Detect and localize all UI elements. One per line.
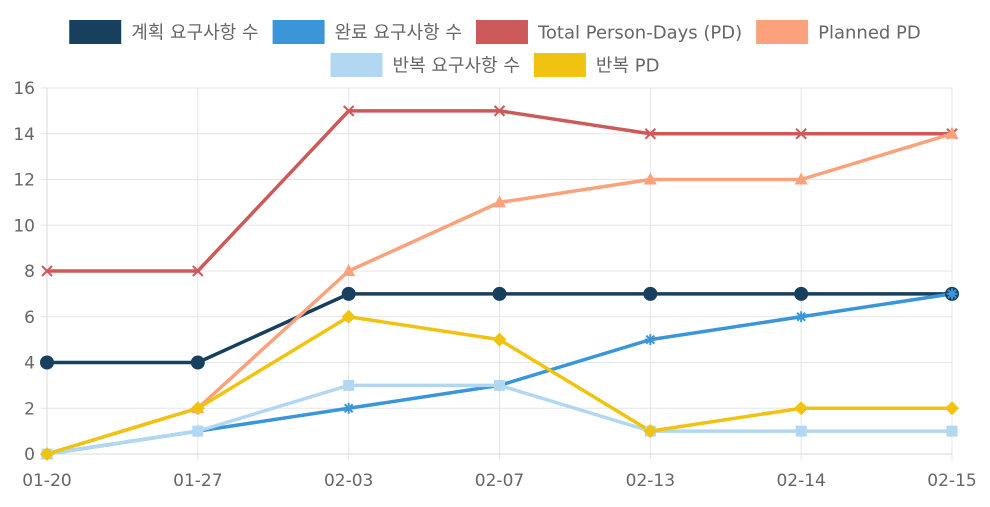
series-1-point xyxy=(341,286,356,301)
series-3-point xyxy=(41,265,53,277)
legend-swatch xyxy=(272,20,325,44)
series-6-point xyxy=(794,401,809,416)
series-markers xyxy=(40,105,959,461)
x-tick-label: 01-27 xyxy=(173,471,222,491)
series-3-point xyxy=(342,105,355,117)
x-tick-label: 02-03 xyxy=(324,471,373,491)
series-5-point xyxy=(192,425,204,437)
series-1-point xyxy=(794,286,809,301)
legend-item[interactable]: 완료 요구사항 수 xyxy=(272,20,462,44)
y-tick-label: 16 xyxy=(13,79,35,99)
series-5-point xyxy=(494,379,505,391)
series-5-point xyxy=(946,425,958,437)
legend-label: 계획 요구사항 수 xyxy=(131,23,258,44)
grid xyxy=(41,87,953,460)
y-tick-label: 12 xyxy=(13,171,35,191)
series-3-point xyxy=(192,265,204,277)
series-4-point xyxy=(945,126,959,139)
legend-label: 완료 요구사항 수 xyxy=(335,23,462,44)
x-axis: 01-20 01-27 02-03 02-07 02-13 02-14 02-15 xyxy=(22,471,976,491)
series-6-point xyxy=(643,424,658,439)
series-6-point xyxy=(341,309,356,324)
y-tick-label: 0 xyxy=(24,445,35,465)
legend-item[interactable]: Planned PD xyxy=(756,20,921,44)
series-6-point xyxy=(190,401,205,416)
series-4-point xyxy=(794,172,808,185)
legend-item[interactable]: 반복 PD xyxy=(533,53,660,77)
series-4-point xyxy=(493,195,506,208)
y-tick-label: 6 xyxy=(24,308,35,328)
series-1-point xyxy=(643,286,658,301)
y-tick-label: 14 xyxy=(13,125,35,145)
legend-swatch xyxy=(475,20,528,44)
series-4-point xyxy=(342,264,356,276)
legend-label: Planned PD xyxy=(818,23,921,44)
series-2-point xyxy=(343,402,355,414)
legend-item[interactable]: 반복 요구사항 수 xyxy=(330,53,520,77)
series-2-point xyxy=(795,311,807,323)
legend-swatch xyxy=(69,20,122,44)
legend-swatch xyxy=(330,53,383,77)
legend-item[interactable]: Total Person-Days (PD) xyxy=(475,20,742,44)
x-tick-label: 02-14 xyxy=(776,471,825,491)
y-tick-label: 4 xyxy=(24,354,35,374)
y-tick-label: 10 xyxy=(13,216,35,236)
legend: 계획 요구사항 수 완료 요구사항 수 Total Person-Days (PD)… xyxy=(69,20,921,77)
series-6-point xyxy=(945,401,959,416)
y-axis: 0 2 4 6 8 10 12 14 16 xyxy=(13,79,35,465)
series-5-point xyxy=(343,379,355,391)
legend-swatch xyxy=(533,53,586,77)
x-tick-label: 01-20 xyxy=(22,471,71,491)
series-2-point xyxy=(946,288,958,300)
series-1-point xyxy=(190,355,205,370)
x-tick-label: 02-13 xyxy=(626,471,675,491)
series-4-point xyxy=(643,172,657,185)
series-3-point xyxy=(795,128,807,140)
legend-label: 반복 PD xyxy=(596,56,660,77)
series-3-point xyxy=(644,128,657,140)
x-tick-label: 02-07 xyxy=(475,471,524,491)
series-6-point xyxy=(492,332,507,347)
series-5-point xyxy=(795,425,807,437)
series-6-point xyxy=(40,447,54,461)
legend-label: Total Person-Days (PD) xyxy=(537,23,742,44)
series-1-point xyxy=(492,286,507,301)
y-tick-label: 2 xyxy=(24,399,35,419)
y-tick-label: 8 xyxy=(24,262,35,282)
legend-label: 반복 요구사항 수 xyxy=(393,56,520,77)
series-1-point xyxy=(40,355,54,370)
series-2-point xyxy=(644,334,656,346)
x-tick-label: 02-15 xyxy=(927,471,976,491)
legend-item[interactable]: 계획 요구사항 수 xyxy=(69,20,259,44)
series-3-point xyxy=(493,105,506,117)
legend-swatch xyxy=(756,20,809,44)
